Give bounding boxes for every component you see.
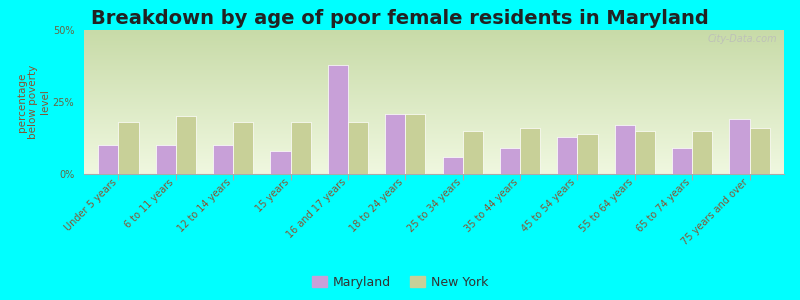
Bar (750, 128, 770, 174)
Bar (442, 157, 462, 174)
Text: 12 to 14 years: 12 to 14 years (176, 177, 233, 234)
Text: Breakdown by age of poor female residents in Maryland: Breakdown by age of poor female resident… (91, 9, 709, 28)
Bar (672, 148, 692, 174)
Bar (290, 122, 310, 174)
Bar (500, 148, 520, 174)
Text: 16 and 17 years: 16 and 17 years (285, 177, 348, 240)
Text: 45 to 54 years: 45 to 54 years (520, 177, 578, 234)
Bar (156, 145, 176, 174)
Text: 25 to 34 years: 25 to 34 years (406, 177, 462, 234)
Bar (520, 128, 540, 174)
Bar (406, 113, 426, 174)
Legend: Maryland, New York: Maryland, New York (306, 271, 494, 294)
Bar (635, 131, 655, 174)
Bar (328, 64, 348, 174)
Text: City-Data.com: City-Data.com (707, 34, 777, 44)
Bar (118, 122, 138, 174)
Text: Under 5 years: Under 5 years (62, 177, 118, 233)
Bar (614, 125, 635, 174)
Bar (176, 116, 196, 174)
Bar (578, 134, 598, 174)
Text: 75 years and over: 75 years and over (680, 177, 750, 247)
Text: 15 years: 15 years (254, 177, 290, 214)
Bar (270, 151, 290, 174)
Bar (386, 113, 406, 174)
Text: 6 to 11 years: 6 to 11 years (123, 177, 176, 230)
Bar (233, 122, 254, 174)
Bar (348, 122, 368, 174)
Y-axis label: percentage
below poverty
level: percentage below poverty level (17, 65, 50, 139)
Bar (692, 131, 712, 174)
Text: 55 to 64 years: 55 to 64 years (578, 177, 635, 234)
Bar (730, 119, 750, 174)
Bar (98, 145, 118, 174)
Bar (558, 136, 578, 174)
Bar (462, 131, 482, 174)
Text: 35 to 44 years: 35 to 44 years (463, 177, 520, 234)
Bar (213, 145, 233, 174)
Text: 18 to 24 years: 18 to 24 years (348, 177, 406, 234)
Text: 65 to 74 years: 65 to 74 years (635, 177, 692, 234)
